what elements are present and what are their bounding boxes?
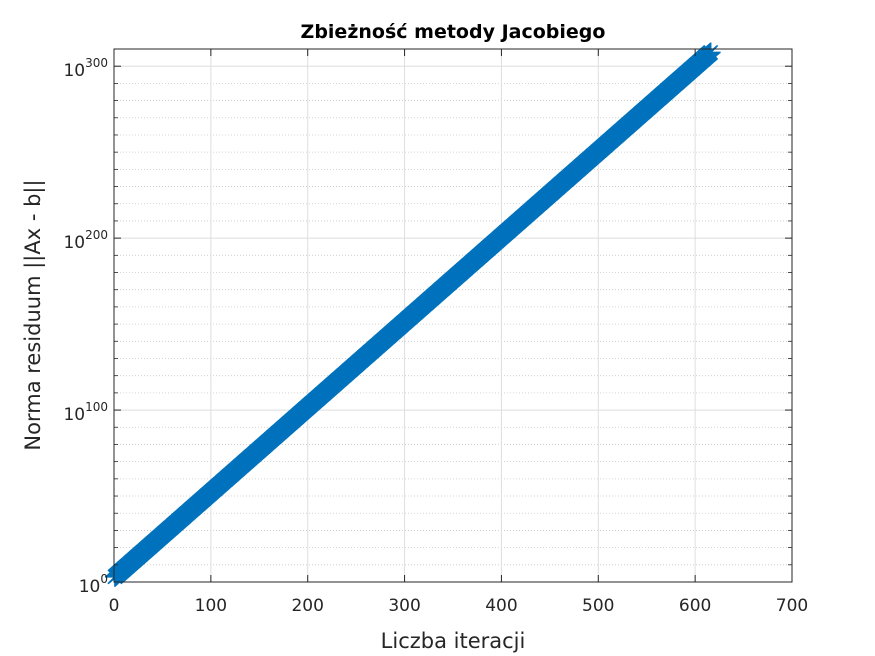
data-point [700,42,721,63]
y-tick-label: 10100 [63,400,108,425]
x-axis-label: Liczba iteracji [381,629,526,653]
x-tick-label: 100 [195,596,227,616]
data-series [104,42,721,587]
chart-title: Zbieżność metody Jacobiego [301,21,606,43]
x-tick-label: 700 [776,596,808,616]
y-tick-label: 10300 [63,56,108,81]
y-tick-label: 100 [79,572,108,597]
x-tick-label: 200 [291,596,323,616]
y-tick-label: 10200 [63,228,108,253]
x-tick-label: 300 [388,596,420,616]
ticks [113,49,793,583]
y-axis-label: Norma residuum ||Ax - b|| [21,179,46,450]
axes-box [113,48,793,583]
x-tick-label: 400 [485,596,517,616]
x-tick-label: 0 [109,596,120,616]
plot-area [114,49,792,582]
x-tick-label: 500 [582,596,614,616]
x-tick-label: 600 [679,596,711,616]
